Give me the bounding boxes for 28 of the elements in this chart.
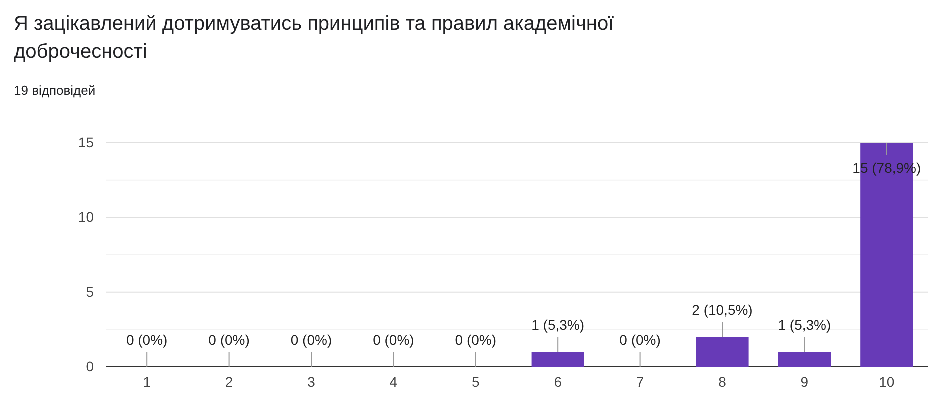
data-label: 1 (5,3%) [532,317,585,334]
data-label: 2 (10,5%) [692,302,753,318]
data-label: 1 (5,3%) [778,317,832,334]
data-label: 0 (0%) [620,332,661,348]
x-tick-label: 3 [308,374,316,390]
x-tick-label: 8 [718,374,727,390]
data-label: 0 (0%) [126,332,168,348]
data-label: 0 (0%) [290,332,332,348]
x-tick-label: 7 [636,374,644,390]
chart-subtitle: 19 відповідей [14,83,96,98]
x-tick-label: 10 [879,374,895,390]
y-tick-label: 15 [78,134,94,150]
bar [778,352,832,367]
chart-title: Я зацікавлений дотримуватись принципів та правил академічної доброчесності [14,13,615,63]
y-tick-label: 5 [86,284,94,300]
x-tick-label: 1 [143,374,152,390]
data-label: 0 (0%) [455,332,497,348]
x-tick-label: 2 [225,374,234,390]
x-tick-label: 5 [472,374,480,390]
bar [696,337,749,367]
x-tick-label: 6 [554,374,562,390]
data-label: 0 (0%) [373,332,414,348]
y-tick-label: 10 [78,209,94,226]
x-tick-label: 4 [390,374,398,390]
bar [532,352,584,367]
x-tick-label: 9 [800,374,809,390]
data-label: 0 (0%) [208,332,250,348]
y-tick-label: 0 [86,358,94,374]
